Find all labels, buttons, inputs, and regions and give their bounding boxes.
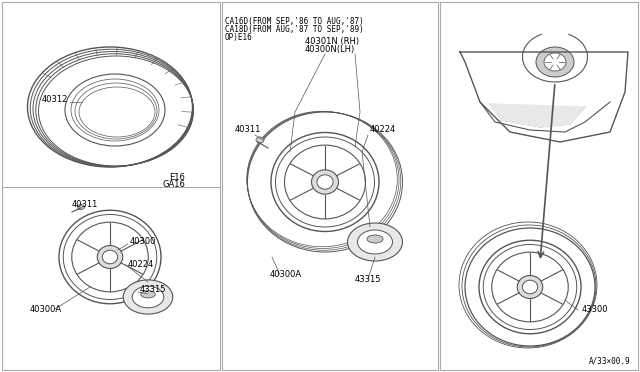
FancyBboxPatch shape — [222, 2, 438, 370]
Text: CA16D(FROM SEP,'86 TO AUG,'87): CA16D(FROM SEP,'86 TO AUG,'87) — [225, 17, 364, 26]
Text: E16: E16 — [169, 173, 185, 182]
Ellipse shape — [536, 47, 574, 77]
Ellipse shape — [124, 280, 173, 314]
Ellipse shape — [522, 280, 538, 294]
Ellipse shape — [132, 286, 164, 308]
FancyBboxPatch shape — [440, 2, 638, 370]
Ellipse shape — [517, 276, 543, 298]
FancyBboxPatch shape — [2, 2, 220, 370]
Text: A/33×00.9: A/33×00.9 — [588, 357, 630, 366]
Polygon shape — [460, 52, 628, 142]
Text: 43315: 43315 — [355, 275, 381, 284]
Text: 40300N(LH): 40300N(LH) — [305, 45, 355, 54]
Ellipse shape — [312, 170, 339, 194]
Text: 40300: 40300 — [130, 237, 156, 246]
Ellipse shape — [65, 74, 165, 146]
Ellipse shape — [317, 175, 333, 189]
Ellipse shape — [77, 205, 84, 209]
Ellipse shape — [348, 223, 403, 261]
Text: 40300A: 40300A — [30, 305, 62, 314]
Text: 43315: 43315 — [140, 285, 166, 294]
Ellipse shape — [358, 230, 392, 254]
Ellipse shape — [544, 53, 566, 71]
Text: CA18D(FROM AUG,'87 TO SEP,'89): CA18D(FROM AUG,'87 TO SEP,'89) — [225, 25, 364, 34]
Text: 40301N (RH): 40301N (RH) — [305, 37, 359, 46]
Text: 40300A: 40300A — [270, 270, 302, 279]
Text: 40224: 40224 — [370, 125, 396, 134]
Text: 43300: 43300 — [582, 305, 609, 314]
Polygon shape — [490, 104, 585, 127]
Ellipse shape — [256, 137, 264, 143]
Ellipse shape — [102, 250, 118, 264]
Text: OP)E16: OP)E16 — [225, 33, 253, 42]
Ellipse shape — [97, 246, 123, 269]
Text: 40312: 40312 — [42, 95, 68, 104]
Text: GA16: GA16 — [162, 180, 185, 189]
Text: 40311: 40311 — [72, 200, 99, 209]
Text: 40311: 40311 — [235, 125, 261, 134]
Ellipse shape — [141, 291, 155, 298]
Text: 40224: 40224 — [128, 260, 154, 269]
Ellipse shape — [367, 235, 383, 243]
